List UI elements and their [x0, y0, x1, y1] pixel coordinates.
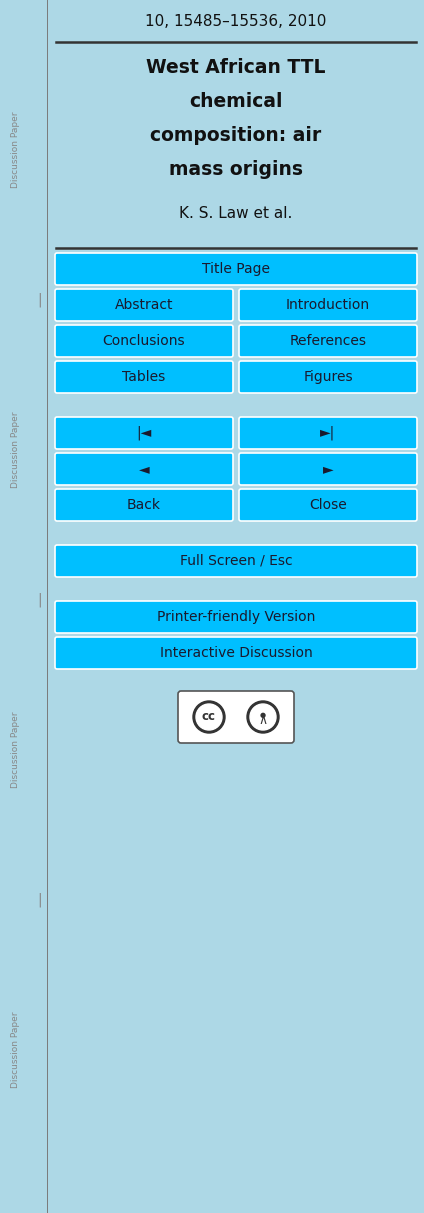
Text: |: | [38, 292, 42, 307]
FancyBboxPatch shape [55, 417, 233, 449]
Text: Close: Close [309, 499, 347, 512]
FancyBboxPatch shape [239, 361, 417, 393]
Text: |: | [38, 893, 42, 907]
Text: 10, 15485–15536, 2010: 10, 15485–15536, 2010 [145, 15, 326, 29]
Text: ◄: ◄ [139, 462, 149, 475]
Text: West African TTL: West African TTL [146, 58, 326, 76]
Text: ∧: ∧ [259, 714, 268, 728]
Text: mass origins: mass origins [169, 160, 303, 180]
FancyBboxPatch shape [239, 452, 417, 485]
Text: Full Screen / Esc: Full Screen / Esc [180, 554, 292, 568]
Text: Discussion Paper: Discussion Paper [11, 712, 20, 788]
Bar [0, 0, 48, 1213]
Text: ►: ► [323, 462, 333, 475]
Circle shape [247, 701, 279, 733]
Text: Interactive Discussion: Interactive Discussion [159, 647, 312, 660]
Text: composition: air: composition: air [151, 126, 322, 146]
FancyBboxPatch shape [239, 489, 417, 522]
Text: K. S. Law et al.: K. S. Law et al. [179, 206, 293, 221]
FancyBboxPatch shape [55, 325, 233, 357]
FancyBboxPatch shape [55, 600, 417, 633]
Text: Abstract: Abstract [115, 298, 173, 312]
Text: Figures: Figures [303, 370, 353, 385]
Circle shape [250, 704, 276, 730]
FancyBboxPatch shape [55, 289, 233, 321]
Text: Printer-friendly Version: Printer-friendly Version [157, 610, 315, 623]
Text: Introduction: Introduction [286, 298, 370, 312]
Text: Discussion Paper: Discussion Paper [11, 411, 20, 489]
FancyBboxPatch shape [178, 691, 294, 744]
Circle shape [193, 701, 225, 733]
Text: References: References [290, 334, 366, 348]
Text: ►|: ►| [321, 426, 336, 440]
FancyBboxPatch shape [55, 254, 417, 285]
FancyBboxPatch shape [55, 452, 233, 485]
FancyBboxPatch shape [55, 545, 417, 577]
Text: Discussion Paper: Discussion Paper [11, 1012, 20, 1088]
Text: cc: cc [202, 711, 216, 723]
FancyBboxPatch shape [55, 489, 233, 522]
FancyBboxPatch shape [239, 325, 417, 357]
FancyBboxPatch shape [239, 289, 417, 321]
Text: Back: Back [127, 499, 161, 512]
FancyBboxPatch shape [55, 637, 417, 670]
Text: Title Page: Title Page [202, 262, 270, 277]
FancyBboxPatch shape [55, 361, 233, 393]
Text: |◄: |◄ [137, 426, 152, 440]
Text: |: | [38, 593, 42, 608]
Text: Discussion Paper: Discussion Paper [11, 112, 20, 188]
Text: chemical: chemical [189, 92, 283, 112]
Circle shape [196, 704, 222, 730]
Text: ●: ● [260, 712, 266, 718]
FancyBboxPatch shape [239, 417, 417, 449]
Text: Conclusions: Conclusions [103, 334, 185, 348]
Text: Tables: Tables [123, 370, 166, 385]
